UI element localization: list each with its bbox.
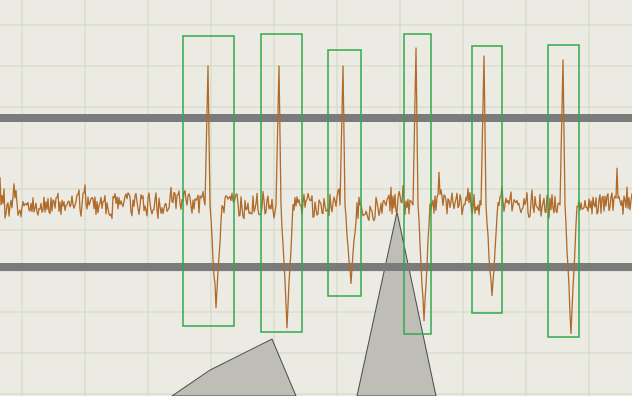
signal-trace (0, 47, 632, 334)
gray-shape-left (171, 338, 297, 396)
spike-box-3[interactable] (327, 49, 362, 297)
spike-box-4[interactable] (403, 33, 432, 335)
gray-shape-peak (356, 211, 437, 396)
gray-shapes (171, 211, 437, 396)
spike-box-2[interactable] (260, 33, 303, 333)
upper-threshold-line[interactable] (0, 114, 632, 122)
spike-boxes[interactable] (182, 33, 580, 338)
spike-box-6[interactable] (547, 44, 580, 338)
spike-box-5[interactable] (471, 45, 503, 314)
spike-box-1[interactable] (182, 35, 235, 327)
lower-threshold-line[interactable] (0, 263, 632, 271)
threshold-lines[interactable] (0, 114, 632, 271)
signal-waveform (0, 47, 632, 334)
